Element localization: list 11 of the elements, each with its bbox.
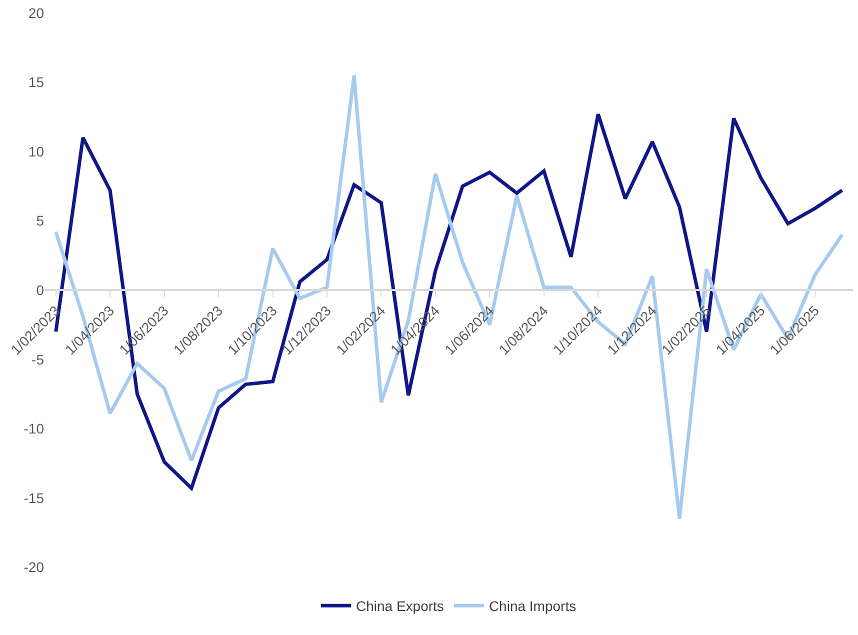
y-tick-label: -15 [24, 490, 44, 506]
y-tick-label: 0 [36, 282, 44, 298]
y-tick-label: 10 [28, 143, 44, 160]
legend-label: China Imports [488, 598, 576, 614]
y-tick-label: 15 [28, 74, 44, 90]
legend-label: China Exports [356, 598, 444, 614]
y-tick-label: -5 [32, 351, 44, 368]
y-tick-label: -20 [24, 559, 44, 576]
y-tick-label: 20 [28, 4, 44, 21]
y-tick-label: 5 [36, 212, 44, 229]
y-tick-label: -10 [24, 420, 44, 437]
